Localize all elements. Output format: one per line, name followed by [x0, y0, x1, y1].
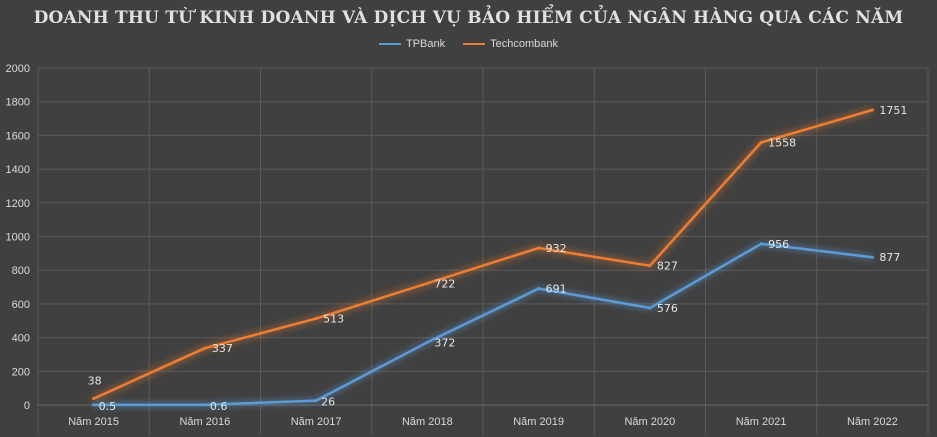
data-label-techcombank-0: 38 [88, 375, 102, 388]
series-line-techcombank [93, 108, 873, 400]
x-tick-label-3: Năm 2018 [402, 416, 453, 428]
data-point-tpbank-3 [425, 340, 429, 344]
legend-item-techcombank: Techcombank [463, 38, 558, 50]
y-tick-label-1200: 1200 [6, 198, 30, 210]
x-tick-label-6: Năm 2021 [736, 416, 787, 428]
x-tick-label-0: Năm 2015 [68, 416, 119, 428]
data-label-tpbank-2: 26 [321, 396, 335, 409]
y-tick-label-0: 0 [24, 400, 30, 412]
data-point-tpbank-7 [870, 255, 874, 259]
data-label-techcombank-6: 1558 [768, 136, 796, 149]
y-tick-label-800: 800 [12, 265, 30, 277]
data-label-techcombank-2: 513 [323, 313, 344, 326]
y-tick-label-1600: 1600 [6, 130, 30, 142]
data-point-techcombank-2 [314, 317, 318, 321]
data-label-tpbank-7: 877 [879, 251, 900, 264]
data-point-techcombank-3 [425, 281, 429, 285]
y-tick-label-200: 200 [12, 366, 30, 378]
data-point-tpbank-1 [203, 403, 207, 407]
data-label-tpbank-1: 0.6 [210, 400, 228, 413]
data-point-techcombank-7 [870, 108, 874, 112]
data-label-techcombank-5: 827 [657, 260, 678, 273]
data-label-techcombank-3: 722 [434, 277, 455, 290]
data-point-techcombank-4 [537, 246, 541, 250]
y-tick-label-1000: 1000 [6, 232, 30, 244]
chart-title: DOANH THU TỪ KINH DOANH VÀ DỊCH VỤ BẢO H… [33, 8, 904, 28]
data-point-techcombank-0 [92, 397, 96, 401]
y-tick-label-1400: 1400 [6, 164, 30, 176]
x-tick-label-2: Năm 2017 [291, 416, 342, 428]
x-tick-label-7: Năm 2022 [847, 416, 898, 428]
data-label-techcombank-4: 932 [546, 242, 567, 255]
legend-label-techcombank: Techcombank [490, 38, 558, 50]
data-point-tpbank-4 [537, 287, 541, 291]
legend-label-tpbank: TPBank [405, 38, 446, 50]
data-point-techcombank-6 [759, 140, 763, 144]
y-tick-label-400: 400 [12, 333, 30, 345]
data-label-tpbank-5: 576 [657, 302, 678, 315]
y-tick-label-600: 600 [12, 299, 30, 311]
data-label-tpbank-3: 372 [434, 336, 455, 349]
y-tick-label-2000: 2000 [6, 63, 30, 75]
data-label-tpbank-0: 0.5 [99, 400, 117, 413]
data-label-techcombank-7: 1751 [879, 104, 907, 117]
data-point-tpbank-6 [759, 242, 763, 246]
data-label-tpbank-6: 956 [768, 238, 789, 251]
x-tick-label-1: Năm 2016 [179, 416, 230, 428]
data-point-tpbank-5 [648, 306, 652, 310]
legend-swatch-tpbank [378, 43, 401, 45]
series-line-tpbank [93, 242, 873, 407]
y-tick-label-1800: 1800 [6, 97, 30, 109]
data-point-tpbank-0 [92, 403, 96, 407]
data-point-techcombank-5 [648, 264, 652, 268]
chart-legend: TPBank Techcombank [0, 38, 937, 50]
data-label-techcombank-1: 337 [212, 342, 233, 355]
data-label-tpbank-4: 691 [546, 283, 567, 296]
data-point-tpbank-2 [314, 399, 318, 403]
x-tick-label-4: Năm 2019 [513, 416, 564, 428]
x-tick-label-5: Năm 2020 [624, 416, 675, 428]
data-point-techcombank-1 [203, 346, 207, 350]
legend-swatch-techcombank [463, 43, 486, 45]
legend-item-tpbank: TPBank [378, 38, 446, 50]
